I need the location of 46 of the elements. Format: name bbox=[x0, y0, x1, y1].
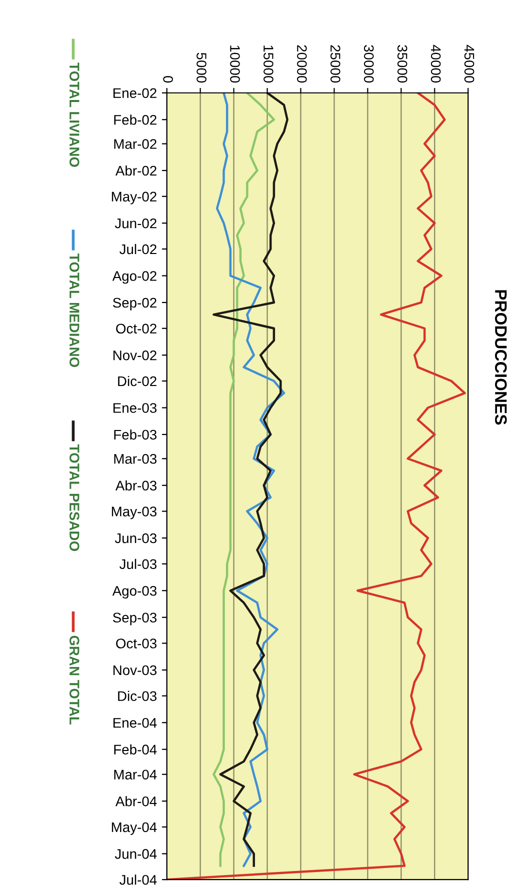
y-tick-label: Ago-02 bbox=[112, 271, 156, 284]
y-tick-label: Oct-02 bbox=[116, 324, 156, 334]
x-tick-label: 20000 bbox=[296, 45, 307, 83]
y-tick-label: Ago-03 bbox=[112, 586, 157, 599]
y-tick-label: Jul-02 bbox=[120, 244, 156, 254]
y-tick-label: May-04 bbox=[112, 822, 157, 835]
x-tick-label: 10000 bbox=[230, 46, 240, 83]
y-tick-label: Jun-04 bbox=[114, 849, 157, 859]
legend-label: TOTAL MEDIANO bbox=[69, 254, 80, 368]
y-tick-label: Sep-02 bbox=[112, 298, 156, 310]
y-tick-label: Ene-02 bbox=[113, 88, 156, 98]
x-tick-label: 15000 bbox=[264, 46, 274, 83]
y-tick-label: Feb-02 bbox=[114, 114, 156, 125]
y-tick-label: Jun-03 bbox=[114, 533, 157, 544]
x-tick-label: 35000 bbox=[397, 45, 408, 83]
x-tick-label: 45000 bbox=[464, 44, 474, 83]
y-tick-label: Feb-03 bbox=[114, 429, 157, 440]
y-tick-label: Dic-03 bbox=[118, 690, 157, 702]
y-tick-label: Mar-04 bbox=[114, 770, 157, 780]
legend-label: TOTAL LIVIANO bbox=[69, 62, 80, 167]
legend-label: TOTAL PESADO bbox=[69, 444, 80, 551]
y-tick-label: Ene-03 bbox=[113, 403, 157, 413]
y-tick-label: Jun-02 bbox=[114, 218, 156, 228]
x-tick-label: 0 bbox=[163, 76, 173, 83]
y-tick-label: Ene-04 bbox=[113, 718, 157, 728]
y-tick-label: Jul-04 bbox=[120, 874, 157, 885]
y-tick-label: Nov-02 bbox=[113, 350, 156, 360]
x-tick-label: 40000 bbox=[430, 44, 441, 83]
y-tick-label: Mar-02 bbox=[114, 139, 156, 149]
y-tick-label: May-03 bbox=[112, 506, 157, 520]
y-tick-label: Jul-03 bbox=[120, 558, 157, 570]
y-tick-label: Mar-03 bbox=[114, 454, 157, 464]
y-tick-label: Dic-02 bbox=[118, 376, 156, 386]
y-tick-label: Abr-02 bbox=[115, 165, 156, 176]
y-tick-label: Nov-03 bbox=[113, 665, 157, 676]
x-tick-label: 30000 bbox=[364, 45, 374, 83]
y-tick-label: Abr-03 bbox=[115, 480, 157, 491]
text: PRODUCCIONES bbox=[494, 290, 507, 425]
y-tick-label: Oct-03 bbox=[116, 638, 157, 648]
x-tick-label: 25000 bbox=[330, 45, 340, 83]
y-tick-label: May-02 bbox=[112, 192, 156, 204]
y-tick-label: Abr-04 bbox=[115, 796, 157, 806]
x-tick-label: 5000 bbox=[196, 52, 206, 83]
legend-label: GRAN TOTAL bbox=[69, 636, 80, 724]
y-tick-label: Feb-04 bbox=[114, 744, 157, 755]
y-tick-label: Sep-03 bbox=[112, 612, 157, 626]
